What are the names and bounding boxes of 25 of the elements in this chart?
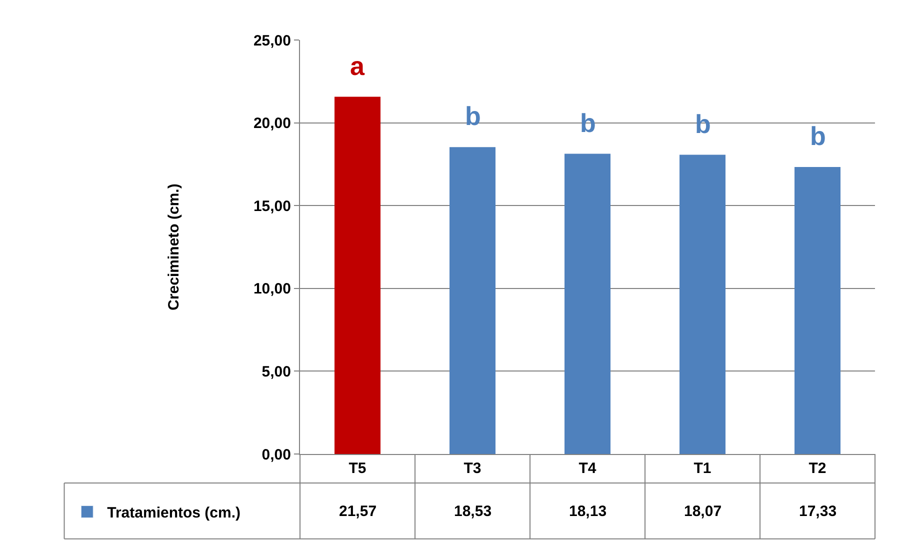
bar: [564, 154, 610, 454]
data-label: 18,07: [684, 503, 722, 520]
x-tick-label: T2: [808, 460, 826, 477]
y-axis-title: Crecimineto (cm.): [166, 184, 183, 310]
bar: [334, 96, 380, 454]
x-tick-label: T5: [348, 460, 366, 477]
y-tick-label: 0,00: [262, 446, 291, 464]
bar: [794, 167, 840, 454]
legend-label: Tratamientos (cm.): [107, 504, 240, 522]
bar: [450, 147, 496, 454]
data-label: 18,13: [569, 503, 607, 520]
data-label: 18,53: [454, 503, 492, 520]
annotation: b: [810, 121, 826, 151]
data-label: 21,57: [339, 503, 377, 520]
y-tick-label: 10,00: [253, 280, 291, 298]
x-tick-label: T4: [578, 460, 597, 477]
y-tick-label: 25,00: [253, 32, 291, 50]
y-tick-label: 5,00: [262, 363, 291, 380]
y-tick-label: 20,00: [253, 115, 291, 132]
bar: [680, 154, 726, 454]
annotation: a: [350, 51, 365, 81]
x-tick-label: T3: [464, 460, 482, 477]
data-label: 17,33: [799, 503, 837, 520]
x-tick-label: T1: [694, 460, 712, 477]
y-tick-label: 15,00: [253, 198, 291, 215]
